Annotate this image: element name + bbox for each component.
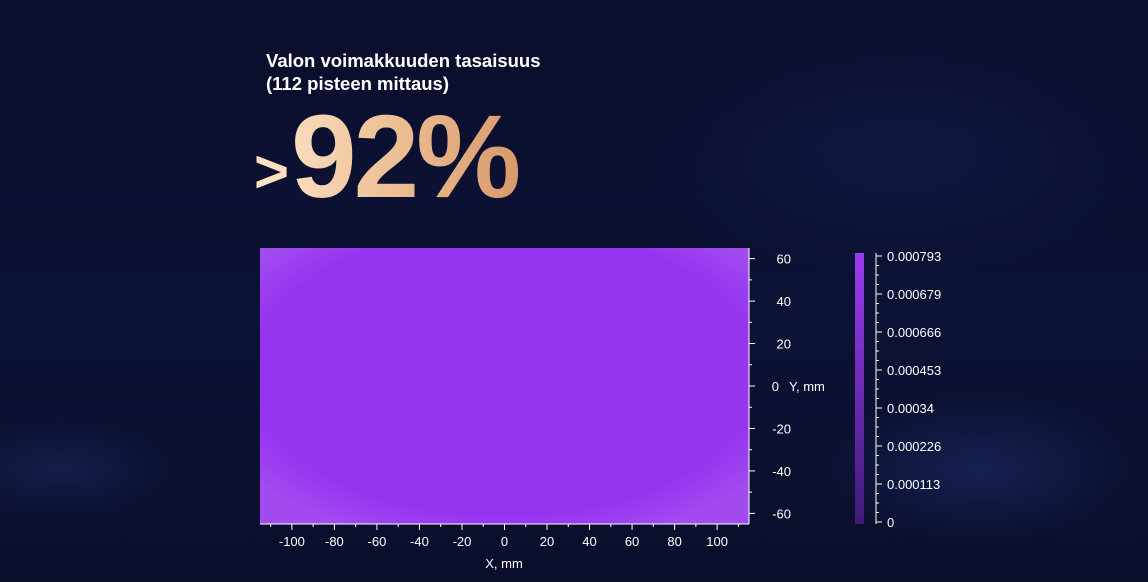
y-tick-label: 40 <box>777 294 791 309</box>
chart-heading: Valon voimakkuuden tasaisuus (112 pistee… <box>266 49 686 95</box>
y-tick-label: -40 <box>772 464 791 479</box>
heading-line-1: Valon voimakkuuden tasaisuus <box>266 50 541 71</box>
heatmap-area <box>260 248 749 524</box>
x-tick-label: -80 <box>325 534 344 549</box>
x-tick-label: -40 <box>410 534 429 549</box>
x-tick-label: 60 <box>625 534 639 549</box>
x-tick-label: -60 <box>368 534 387 549</box>
y-tick-label: 60 <box>777 252 791 267</box>
x-tick-label: 0 <box>501 534 508 549</box>
y-tick-label: -60 <box>772 506 791 521</box>
colorbar <box>855 253 864 524</box>
y-tick-label: 0 <box>772 379 779 394</box>
x-tick-label: 80 <box>667 534 681 549</box>
x-tick-label: 20 <box>540 534 554 549</box>
colorbar-tick-label: 0.000793 <box>887 249 941 264</box>
colorbar-tick-label: 0.000679 <box>887 287 941 302</box>
x-ticks: -100 -80 -60 -40 -20 0 20 40 60 80 100 <box>270 524 739 549</box>
y-axis-label: Y, mm <box>789 379 825 394</box>
colorbar-tick-label: 0.00034 <box>887 401 934 416</box>
colorbar-ticks: 0.000793 0.000679 0.000666 0.000453 0.00034 0… <box>876 249 941 530</box>
x-tick-label: 40 <box>582 534 596 549</box>
heading-line-2: (112 pisteen mittaus) <box>266 73 450 94</box>
colorbar-tick-label: 0.000666 <box>887 325 941 340</box>
x-tick-label: -100 <box>279 534 305 549</box>
colorbar-tick-label: 0 <box>887 515 894 530</box>
colorbar-tick-label: 0.000226 <box>887 439 941 454</box>
y-tick-label: 20 <box>777 337 791 352</box>
x-axis-label: X, mm <box>485 556 523 571</box>
colorbar-tick-label: 0.000453 <box>887 363 941 378</box>
colorbar-tick-label: 0.000113 <box>887 477 940 492</box>
y-ticks: 60 40 20 0 -20 -40 -60 <box>749 252 791 521</box>
x-tick-label: 100 <box>706 534 728 549</box>
x-tick-label: -20 <box>453 534 472 549</box>
y-tick-label: -20 <box>772 421 791 436</box>
